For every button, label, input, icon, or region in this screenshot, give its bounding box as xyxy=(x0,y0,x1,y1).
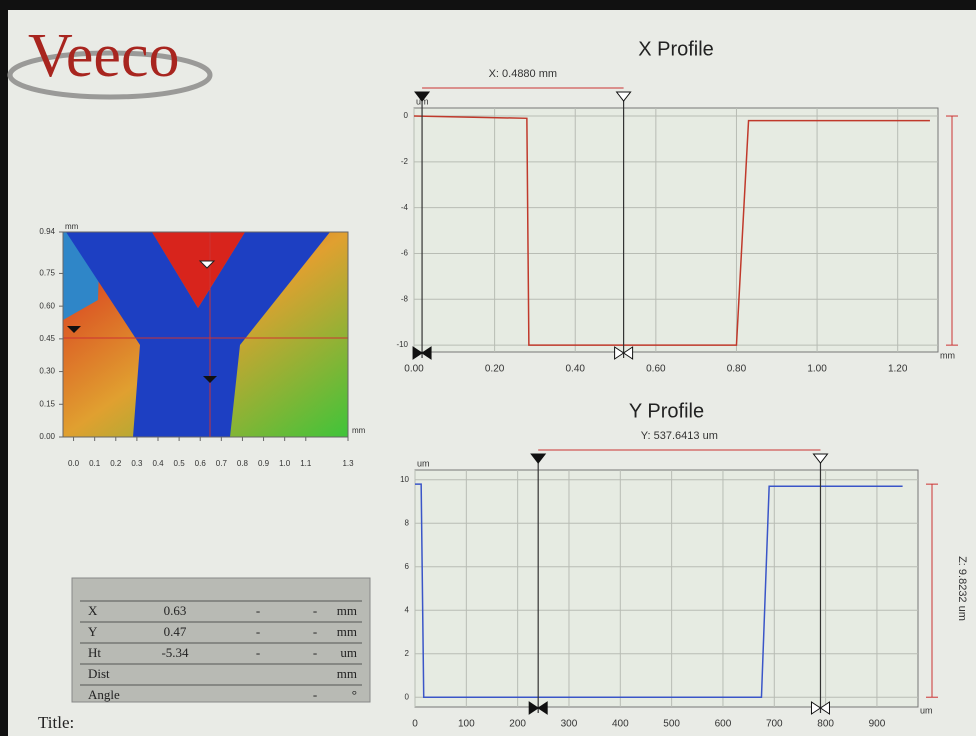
map-x-tick-label: 0.4 xyxy=(152,459,164,468)
plot-area xyxy=(414,108,938,352)
x-tick-label: 0.40 xyxy=(565,364,585,375)
y-tick-label: 0 xyxy=(405,692,410,701)
x-unit-label: mm xyxy=(940,350,955,360)
x-tick-label: 500 xyxy=(663,719,680,730)
x-tick-label: 0.00 xyxy=(404,364,424,375)
readout-value: 0.63 xyxy=(164,603,187,618)
x-tick-label: 1.20 xyxy=(888,364,908,375)
logo: Veeco xyxy=(28,22,179,90)
map-y-tick-label: 0.15 xyxy=(39,399,55,408)
readout-value: -5.34 xyxy=(161,645,189,660)
y-tick-label: -6 xyxy=(401,249,409,258)
map-y-tick-label: 0.60 xyxy=(39,301,55,310)
side-annotation: Z: 9.8232 um xyxy=(956,556,968,621)
y-tick-label: 6 xyxy=(405,562,410,571)
readout-b: - xyxy=(313,645,317,660)
map-x-tick-label: 1.1 xyxy=(300,459,312,468)
x-tick-label: 0.80 xyxy=(727,364,747,375)
y-tick-label: -10 xyxy=(396,340,408,349)
map-x-tick-label: 0.8 xyxy=(237,459,249,468)
readout-a: - xyxy=(256,603,260,618)
height-map xyxy=(63,232,348,437)
x-tick-label: 200 xyxy=(509,719,526,730)
map-x-tick-label: 0.0 xyxy=(68,459,80,468)
y-tick-label: 0 xyxy=(404,111,409,120)
x-tick-label: 300 xyxy=(561,719,578,730)
readout-b: - xyxy=(313,687,317,702)
readout-label: Ht xyxy=(88,645,101,660)
x-tick-label: 600 xyxy=(715,719,732,730)
map-x-tick-label: 1.3 xyxy=(342,459,354,468)
readout-label: X xyxy=(88,603,98,618)
readout-b: - xyxy=(313,603,317,618)
map-x-tick-label: 0.7 xyxy=(216,459,228,468)
readout-label: Y xyxy=(88,624,98,639)
map-x-tick-label: 0.9 xyxy=(258,459,270,468)
y-tick-label: 10 xyxy=(400,475,409,484)
readout-b: - xyxy=(313,624,317,639)
x-tick-label: 800 xyxy=(817,719,834,730)
map-x-tick-label: 0.3 xyxy=(131,459,143,468)
y-tick-label: -2 xyxy=(401,157,409,166)
map-y-tick-label: 0.30 xyxy=(39,367,55,376)
map-y-tick-label: 0.00 xyxy=(39,432,55,441)
readout-unit: mm xyxy=(337,603,357,618)
map-y-tick-label: 0.94 xyxy=(39,227,55,236)
x-tick-label: 0 xyxy=(412,719,418,730)
y-tick-label: -4 xyxy=(401,203,409,212)
readout-unit: mm xyxy=(337,624,357,639)
map-y-tick-label: 0.75 xyxy=(39,269,55,278)
x-tick-label: 0.60 xyxy=(646,364,666,375)
map-x-unit: mm xyxy=(352,426,366,435)
chart-title: X Profile xyxy=(638,38,714,60)
screen: Veeco X 0.63 - - mm Y 0.47 - - mm Ht -5.34 - - um Dist m… xyxy=(0,0,976,736)
readout-a: - xyxy=(256,645,260,660)
readout-label: Dist xyxy=(88,666,110,681)
readout-unit: mm xyxy=(337,666,357,681)
cursor-annotation: X: 0.4880 mm xyxy=(489,68,557,80)
cursor-annotation: Y: 537.6413 um xyxy=(641,430,718,442)
x-tick-label: 100 xyxy=(458,719,475,730)
map-x-tick-label: 0.6 xyxy=(195,459,207,468)
readout-unit: um xyxy=(340,645,357,660)
x-tick-label: 900 xyxy=(869,719,886,730)
map-x-tick-label: 0.5 xyxy=(174,459,186,468)
x-tick-label: 700 xyxy=(766,719,783,730)
y-tick-label: -8 xyxy=(401,294,409,303)
readout-a: - xyxy=(256,624,260,639)
readout-label: Angle xyxy=(88,687,120,702)
map-y-unit: mm xyxy=(65,222,79,231)
map-y-tick-label: 0.45 xyxy=(39,334,55,343)
y-tick-label: 8 xyxy=(405,518,410,527)
y-unit-label: um xyxy=(417,458,430,468)
x-unit-label: um xyxy=(920,705,933,715)
readout-value: 0.47 xyxy=(164,624,187,639)
map-x-tick-label: 0.2 xyxy=(110,459,122,468)
chart-title: Y Profile xyxy=(629,400,704,422)
x-tick-label: 400 xyxy=(612,719,629,730)
x-tick-label: 0.20 xyxy=(485,364,505,375)
readout-unit: ° xyxy=(352,687,357,702)
plot-area xyxy=(415,470,918,707)
x-tick-label: 1.00 xyxy=(807,364,827,375)
y-tick-label: 4 xyxy=(405,605,410,614)
map-x-tick-label: 0.1 xyxy=(89,459,101,468)
y-tick-label: 2 xyxy=(405,649,410,658)
map-x-tick-label: 1.0 xyxy=(279,459,291,468)
readout-panel xyxy=(72,578,370,702)
title-label: Title: xyxy=(38,713,74,732)
